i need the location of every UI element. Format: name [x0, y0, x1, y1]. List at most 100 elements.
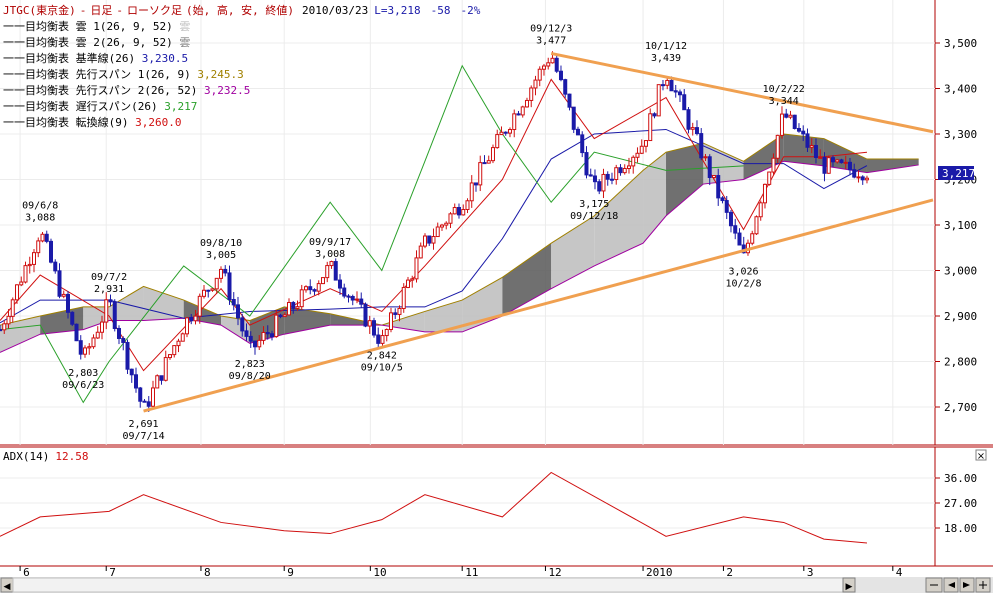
candle-body — [2, 323, 7, 331]
candle-body — [690, 127, 695, 130]
candle-body — [711, 175, 716, 179]
candle-body — [193, 315, 198, 322]
resistance-trendline — [550, 51, 934, 134]
candle-body — [478, 162, 483, 186]
candle-body — [6, 315, 11, 325]
candle-body — [252, 340, 257, 348]
candle-body — [265, 332, 270, 335]
adx-label: ADX(14) — [3, 450, 49, 463]
candle-body — [622, 167, 627, 174]
candle-body — [826, 157, 831, 174]
time-tick-label: 4 — [896, 566, 903, 579]
header-last: L=3,218 — [374, 4, 420, 17]
candle-body — [771, 157, 776, 173]
candle-body — [490, 147, 495, 162]
candle-body — [393, 312, 398, 315]
candle-body — [61, 293, 66, 297]
annotation-value: 3,175 — [579, 199, 609, 210]
annotation-date: 09/10/5 — [361, 362, 403, 373]
candle-body — [469, 182, 474, 202]
candle-body — [278, 314, 283, 318]
candle-body — [439, 224, 444, 228]
annotation-value: 3,026 — [728, 267, 758, 278]
candle-body — [138, 387, 143, 402]
candle-body — [813, 145, 818, 158]
candle-body — [529, 87, 534, 101]
candle-body — [325, 265, 330, 279]
kumo-cloud-segment — [866, 159, 919, 173]
candle-body — [656, 84, 661, 117]
legend-entry: 一一目均衡表 雲 2(26, 9, 52) 雲 — [3, 35, 190, 49]
candle-body — [533, 79, 538, 89]
candle-body — [754, 216, 759, 235]
candle-body — [788, 114, 793, 118]
header-market: (東京金) — [30, 3, 76, 17]
chart-header: JTGC(東京金) - 日足 - ローソク足 (始, 高, 安, 終値) 2010/03/2… — [3, 3, 481, 17]
candle-body — [414, 257, 419, 280]
indicator-line — [0, 64, 744, 404]
kumo-cloud-segment — [783, 134, 824, 166]
candle-body — [422, 235, 427, 247]
candle-body — [104, 299, 109, 323]
candle-body — [584, 152, 589, 176]
candle-body — [444, 222, 449, 226]
candle-body — [320, 277, 325, 285]
candle-body — [376, 334, 381, 344]
candle-body — [852, 169, 857, 178]
adx-title: ADX(14) 12.58 — [3, 450, 88, 463]
scroll-right-button[interactable] — [842, 577, 856, 593]
legend-entry: 一一目均衡表 遅行スパン(26) 3,217 — [3, 99, 197, 113]
candle-body — [784, 113, 789, 118]
candle-body — [19, 281, 24, 286]
annotation-date: 09/12/18 — [570, 211, 618, 222]
candle-body — [686, 109, 691, 130]
candle-body — [257, 339, 262, 348]
adx-close-button[interactable] — [975, 449, 987, 461]
candle-body — [244, 330, 249, 337]
header-date: 2010/03/23 — [302, 4, 368, 17]
kumo-cloud-segment — [424, 300, 463, 332]
candle-body — [14, 284, 19, 301]
candle-body — [639, 145, 644, 154]
annotation-date: 09/6/23 — [62, 380, 104, 391]
candle-body — [206, 289, 211, 292]
zoom-controls — [925, 577, 991, 593]
candle-body — [779, 113, 784, 136]
annotation-value: 3,008 — [315, 249, 345, 260]
annotation-date: 09/8/10 — [200, 238, 242, 249]
last-price-tag-text: 3,217 — [942, 167, 975, 180]
candle-body — [146, 401, 151, 407]
price-tick-label: 3,400 — [944, 83, 977, 96]
header-change: -58 — [431, 4, 451, 17]
candle-body — [87, 346, 92, 349]
candle-body — [703, 156, 708, 159]
candle-body — [830, 157, 835, 163]
candle-body — [405, 279, 410, 288]
candle-body — [635, 152, 640, 158]
price-tick-label: 3,500 — [944, 37, 977, 50]
candle-body — [337, 279, 342, 289]
candle-body — [592, 175, 597, 183]
candle-body — [354, 298, 359, 301]
candle-body — [0, 329, 2, 332]
scrollbar-thumb[interactable] — [12, 577, 844, 593]
candle-body — [452, 207, 457, 215]
candle-body — [669, 79, 674, 92]
candle-body — [40, 233, 45, 242]
kumo-cloud-segment — [743, 134, 784, 180]
header-fields: (始, 高, 安, 終値) — [186, 3, 294, 17]
candle-body — [435, 226, 440, 238]
candle-body — [847, 161, 852, 171]
candle-body — [707, 156, 712, 179]
candle-body — [792, 114, 797, 129]
time-tick-label: 12 — [548, 566, 561, 579]
candle-body — [10, 299, 15, 317]
annotation-date: 09/12/3 — [530, 23, 572, 34]
candle-body — [537, 68, 542, 81]
candle-body — [486, 160, 491, 164]
candle-body — [860, 176, 865, 181]
annotation-date: 09/7/2 — [91, 272, 127, 283]
price-tick-label: 3,300 — [944, 128, 977, 141]
